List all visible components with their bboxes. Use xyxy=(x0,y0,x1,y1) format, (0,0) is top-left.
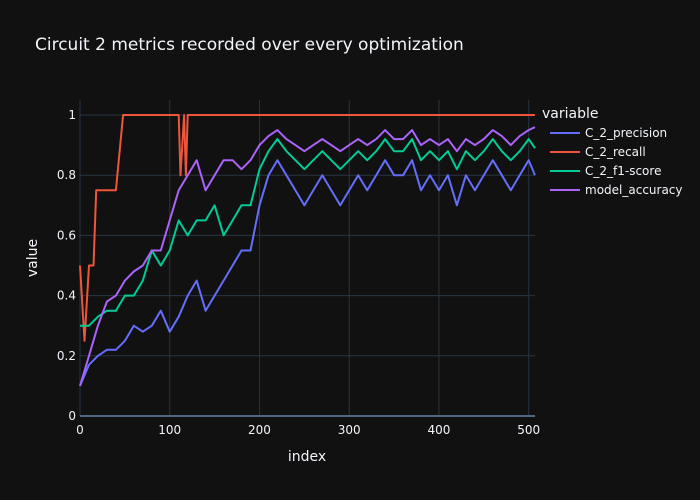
series-line-C_2_f1-score xyxy=(80,138,536,327)
y-tick-label: 0.4 xyxy=(57,289,76,303)
legend[interactable]: variable C_2_precision C_2_recall C_2_f1-s… xyxy=(542,106,683,197)
x-tick-label: 500 xyxy=(517,423,540,437)
x-tick-label: 300 xyxy=(338,423,361,437)
y-tick-label: 0.8 xyxy=(57,168,76,182)
y-tick-label: 0.2 xyxy=(57,349,76,363)
x-tick-label: 0 xyxy=(76,423,84,437)
legend-item-label: C_2_f1-score xyxy=(585,164,661,178)
legend-item-label: model_accuracy xyxy=(585,183,683,197)
axes: 0 100 200 300 400 500 0 0.2 0.4 0.6 0.8 1 xyxy=(57,108,540,437)
x-tick-label: 200 xyxy=(248,423,271,437)
x-tick-label: 400 xyxy=(428,423,451,437)
chart-title: Circuit 2 metrics recorded over every op… xyxy=(35,35,464,55)
y-tick-label: 0.6 xyxy=(57,228,76,242)
legend-title: variable xyxy=(542,106,598,122)
y-tick-label: 1 xyxy=(68,108,76,122)
series-line-model_accuracy xyxy=(79,126,536,387)
y-tick-label: 0 xyxy=(68,409,76,423)
y-axis-label: value xyxy=(25,239,41,277)
x-tick-label: 100 xyxy=(158,423,181,437)
legend-item-label: C_2_precision xyxy=(585,126,667,140)
series-line-C_2_precision xyxy=(79,159,536,387)
x-axis-label: index xyxy=(288,449,326,465)
plot-area[interactable] xyxy=(79,114,536,387)
legend-item-label: C_2_recall xyxy=(585,145,646,159)
series-line-C_2_recall xyxy=(79,114,535,342)
